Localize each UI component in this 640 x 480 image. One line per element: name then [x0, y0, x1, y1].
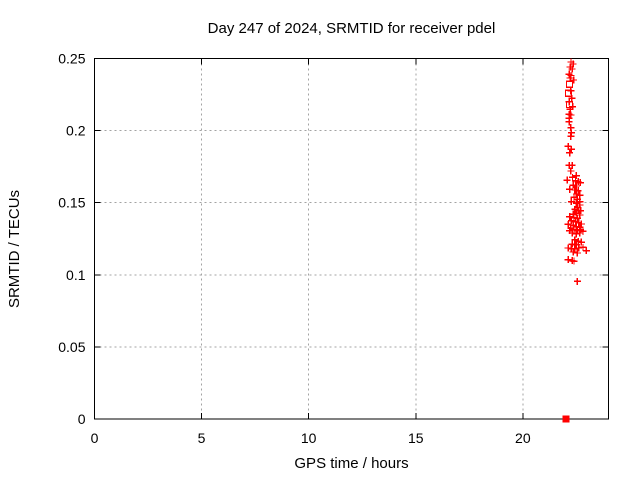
- srmtid-detections-marker: [576, 191, 584, 199]
- srmtid-square-points-marker: [564, 89, 573, 98]
- srmtid-detections-marker: [573, 249, 581, 257]
- srmtid-detections-marker: [577, 238, 585, 246]
- srmtid-detections-marker: [573, 277, 581, 285]
- srmtid-detections-marker: [568, 65, 576, 73]
- srmtid-detections-marker: [564, 244, 572, 252]
- srmtid-detections-marker: [567, 217, 575, 225]
- x-axis-label: GPS time / hours: [294, 455, 408, 472]
- srmtid-detections-marker: [570, 257, 578, 265]
- chart-title: Day 247 of 2024, SRMTID for receiver pde…: [208, 20, 496, 37]
- srmtid-detections-marker: [564, 220, 572, 228]
- srmtid-detections-marker: [568, 229, 576, 237]
- srmtid-detections-marker: [576, 229, 584, 237]
- x-tick-label: 0: [91, 430, 99, 446]
- zero-baseline-marker-marker: [562, 415, 570, 423]
- srmtid-detections-marker: [566, 149, 574, 157]
- srmtid-detections-marker: [582, 247, 590, 255]
- srmtid-detections-marker: [567, 198, 575, 206]
- srmtid-detections-marker: [565, 118, 573, 126]
- srmtid-detections-marker: [574, 237, 582, 245]
- x-tick-label: 5: [198, 430, 206, 446]
- tick-labels: 0 5 10 15 20 0 0.05 0.1 0.15 0.2 0.25: [58, 51, 531, 447]
- srmtid-detections-marker: [577, 207, 585, 215]
- srmtid-detections-marker: [566, 213, 574, 221]
- axis-ticks: [94, 58, 609, 420]
- x-tick-label: 10: [301, 430, 317, 446]
- y-tick-label: 0.1: [66, 267, 86, 283]
- srmtid-detections-marker: [570, 76, 578, 84]
- y-tick-label: 0.2: [66, 123, 86, 139]
- y-tick-label: 0.15: [58, 195, 85, 211]
- srmtid-detections-marker: [572, 230, 580, 238]
- x-tick-label: 15: [408, 430, 424, 446]
- srmtid-detections-marker: [571, 236, 579, 244]
- srmtid-detections-marker: [579, 243, 587, 251]
- srmtid-detections-marker: [567, 132, 575, 140]
- srmtid-detections-marker: [571, 186, 579, 194]
- srmtid-detections-marker: [572, 172, 580, 180]
- x-tick-label: 20: [515, 430, 531, 446]
- srmtid-detections-marker: [567, 167, 575, 175]
- y-tick-label: 0.25: [58, 51, 85, 67]
- y-tick-label: 0: [78, 411, 86, 427]
- plot-grid: [94, 58, 609, 419]
- srmtid-detections-marker: [574, 187, 582, 195]
- srmtid-detections-marker: [569, 248, 577, 256]
- srmtid-square-points-marker: [565, 80, 574, 88]
- srmtid-detections-marker: [564, 256, 572, 264]
- plot-border: [94, 58, 609, 420]
- y-tick-label: 0.05: [58, 339, 85, 355]
- srmtid-square-points-marker: [565, 100, 574, 109]
- data-markers: [562, 58, 590, 423]
- srmtid-detections-marker: [569, 181, 577, 189]
- srmtid-detections-marker: [568, 161, 576, 169]
- srmtid-detections-marker: [566, 185, 574, 193]
- srmtid-detections-marker: [571, 205, 579, 213]
- srmtid-detections-marker: [572, 182, 580, 190]
- srmtid-detections-marker: [563, 176, 571, 184]
- y-axis-label: SRMTID / TECUs: [6, 190, 23, 308]
- srmtid-detections-marker: [576, 179, 584, 187]
